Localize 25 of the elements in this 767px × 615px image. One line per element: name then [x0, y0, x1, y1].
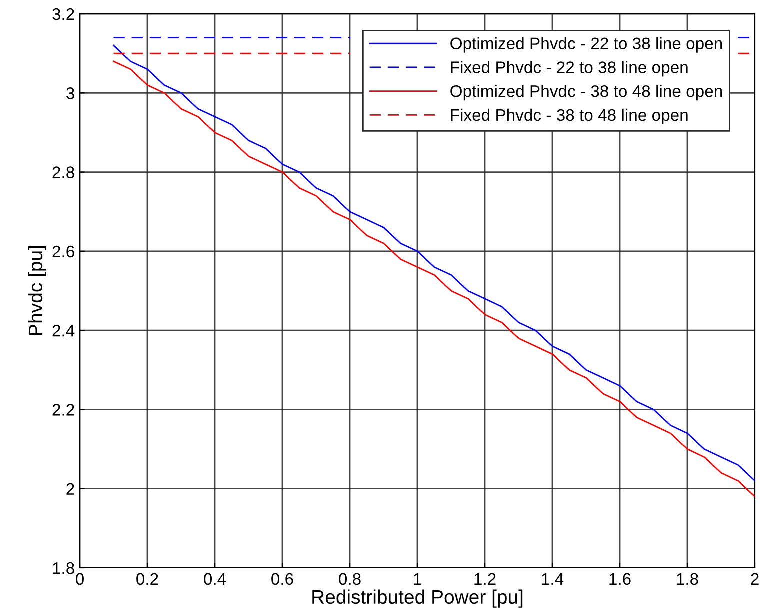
x-tick-label: 1 — [414, 573, 422, 585]
legend-label: Optimized Phvdc - 22 to 38 line open — [450, 37, 722, 53]
x-tick-label: 0 — [76, 573, 84, 586]
y-tick-label: 2 — [66, 483, 74, 495]
x-tick-label: 1.2 — [474, 573, 496, 585]
legend-label: Fixed Phvdc - 22 to 38 line open — [451, 61, 688, 77]
y-tick-label: 2.6 — [52, 246, 74, 258]
y-tick-label: 3 — [66, 88, 74, 100]
x-tick-label: 0.6 — [272, 573, 294, 586]
legend-label: Optimized Phvdc - 38 to 48 line open — [450, 85, 722, 101]
y-tick-label: 2.2 — [52, 404, 74, 416]
x-tick-label: 1.6 — [610, 573, 631, 586]
x-axis-title: Redistributed Power [pu] — [312, 590, 523, 608]
x-tick-label: 2 — [751, 573, 759, 585]
x-tick-label: 0.2 — [136, 573, 158, 586]
y-axis-title: Phvdc [pu] — [28, 246, 46, 336]
x-tick-label: 0.4 — [204, 573, 226, 586]
x-tick-label: 0.8 — [339, 573, 361, 586]
x-tick-label: 1.4 — [542, 573, 564, 585]
y-tick-label: 1.8 — [53, 562, 74, 574]
y-tick-label: 2.4 — [52, 324, 75, 337]
y-tick-label: 3.2 — [52, 8, 74, 20]
y-tick-label: 2.8 — [52, 166, 74, 178]
x-tick-label: 1.8 — [677, 573, 698, 586]
legend-label: Fixed Phvdc - 38 to 48 line open — [451, 108, 688, 124]
